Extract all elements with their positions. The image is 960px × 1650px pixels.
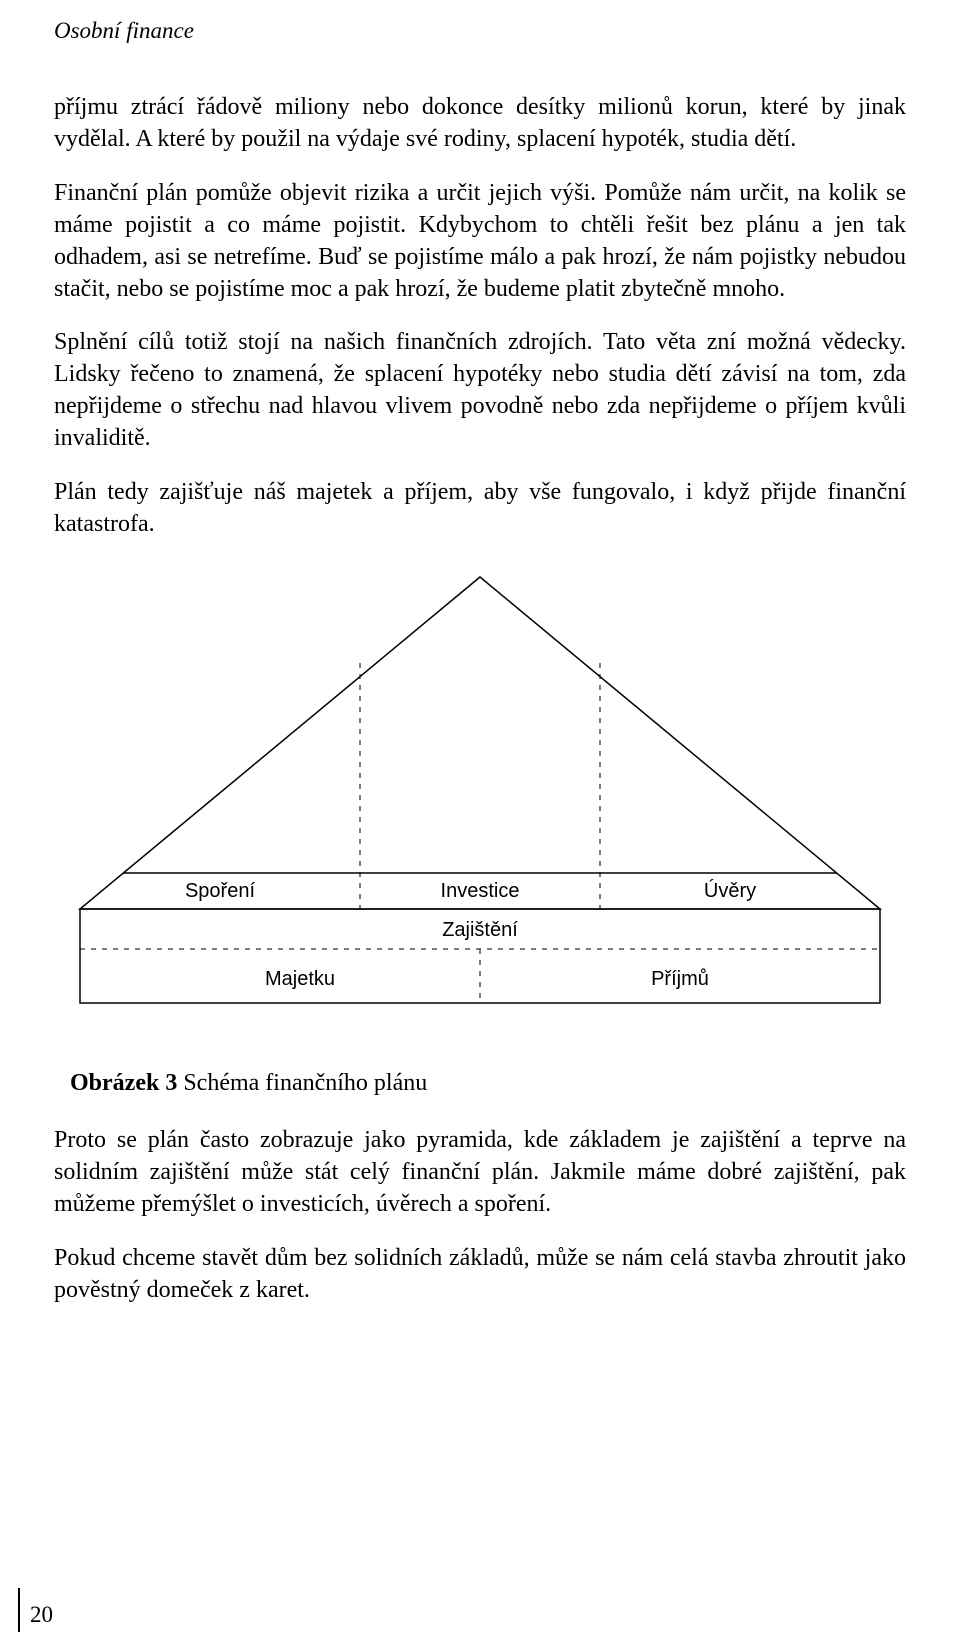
paragraph-3: Splnění cílů totiž stojí na našich finan… <box>54 327 906 455</box>
caption-text: Schéma finančního plánu <box>177 1070 427 1096</box>
paragraph-6: Pokud chceme stavět dům bez solidních zá… <box>54 1243 906 1307</box>
paragraph-2: Finanční plán pomůže objevit rizika a ur… <box>54 178 906 306</box>
svg-text:Spoření: Spoření <box>185 880 255 902</box>
figure-caption: Obrázek 3 Schéma finančního plánu <box>70 1070 890 1097</box>
paragraph-1: příjmu ztrácí řádově miliony nebo dokonc… <box>54 92 906 156</box>
svg-text:Investice: Investice <box>441 880 520 902</box>
svg-text:Zajištění: Zajištění <box>442 919 518 941</box>
svg-text:Příjmů: Příjmů <box>651 968 709 990</box>
svg-text:Majetku: Majetku <box>265 968 335 990</box>
page-tick <box>18 1588 20 1632</box>
caption-bold: Obrázek 3 <box>70 1070 177 1096</box>
pyramid-diagram: Spoření Investice Úvěry Zajištění Majetku Pří… <box>70 571 890 1097</box>
pyramid-svg: Spoření Investice Úvěry Zajištění Majetku Pří… <box>70 571 890 1041</box>
header-title: Osobní finance <box>54 18 194 43</box>
svg-text:Úvěry: Úvěry <box>704 879 756 902</box>
paragraph-4: Plán tedy zajišťuje náš majetek a příjem… <box>54 477 906 541</box>
paragraph-5: Proto se plán často zobrazuje jako pyram… <box>54 1125 906 1221</box>
page-number: 20 <box>30 1602 53 1628</box>
page-header: Osobní finance <box>54 18 906 44</box>
